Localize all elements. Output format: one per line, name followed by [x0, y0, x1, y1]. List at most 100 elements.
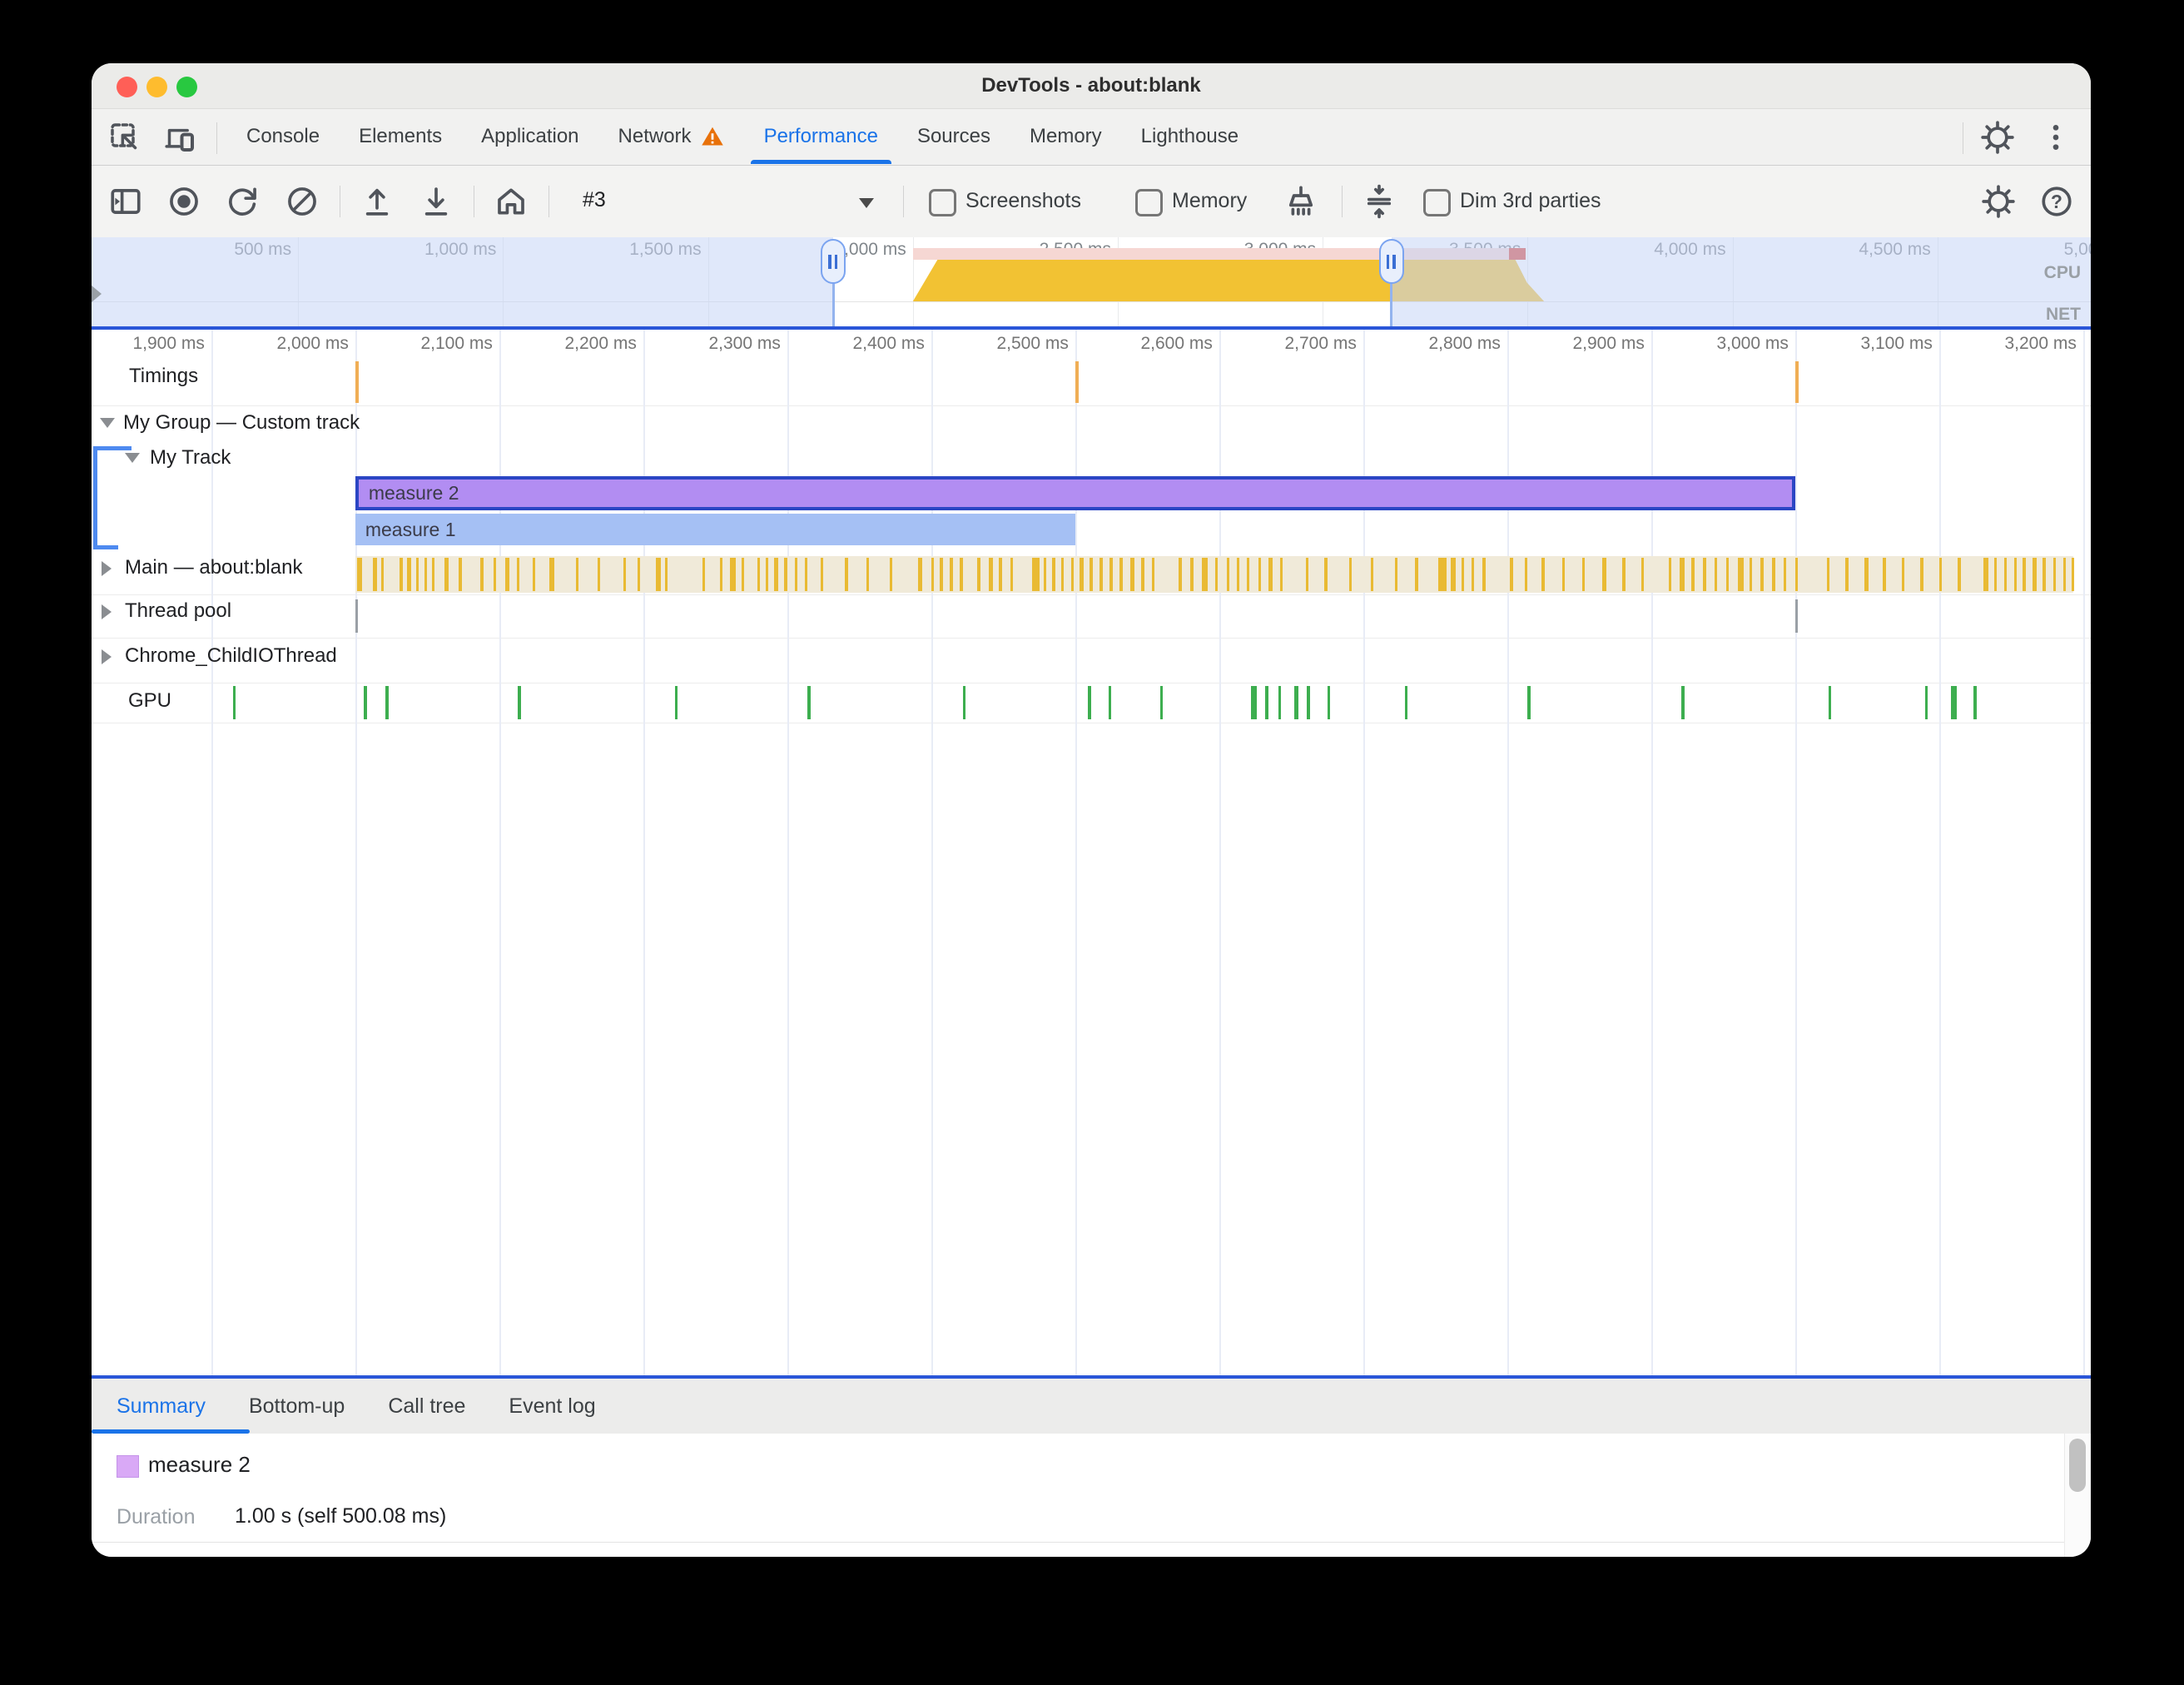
scrollbar[interactable]: [2064, 1434, 2091, 1557]
upload-profile-icon[interactable]: [358, 182, 396, 221]
collect-garbage-icon[interactable]: [1282, 182, 1320, 221]
main-activity-tick: [960, 558, 963, 591]
tab-application[interactable]: Application: [481, 109, 578, 164]
main-activity-tick: [1482, 558, 1486, 591]
main-activity-tick: [765, 558, 769, 591]
tab-sources[interactable]: Sources: [917, 109, 990, 164]
event-color-swatch: [117, 1455, 139, 1478]
main-activity-tick: [381, 558, 385, 591]
screenshots-label: Screenshots: [965, 189, 1081, 212]
timings-marker[interactable]: [355, 361, 359, 403]
zoom-window-button[interactable]: [176, 77, 197, 97]
expand-arrow-icon[interactable]: [102, 649, 112, 664]
main-activity-tick: [532, 558, 536, 591]
tab-console[interactable]: Console: [246, 109, 320, 164]
main-activity-tick: [1737, 558, 1744, 591]
history-select[interactable]: #3: [583, 188, 606, 211]
main-activity-tick: [1109, 558, 1113, 591]
scrollbar-thumb[interactable]: [2069, 1439, 2086, 1492]
gpu-activity-tick: [1405, 686, 1408, 719]
track-label-thread-pool[interactable]: Thread pool: [125, 599, 232, 622]
measure-bar-2[interactable]: measure 2: [355, 476, 1795, 510]
track-label-custom-group[interactable]: My Group — Custom track: [123, 411, 360, 434]
bottom-tab-event-log[interactable]: Event log: [509, 1394, 596, 1418]
main-activity-tick: [1983, 558, 1988, 591]
track-label-child-io[interactable]: Chrome_ChildIOThread: [125, 644, 337, 667]
tab-network[interactable]: Network: [618, 109, 725, 164]
expand-arrow-icon[interactable]: [102, 604, 112, 619]
main-activity-tick: [444, 558, 449, 591]
measure-bar-1[interactable]: measure 1: [355, 514, 1075, 545]
main-activity-tick: [1760, 558, 1764, 591]
expand-arrow-icon[interactable]: [102, 561, 112, 576]
detail-gridline: [931, 330, 933, 1375]
tab-label: Console: [246, 125, 320, 147]
capture-settings-gear-icon[interactable]: [1979, 182, 2018, 221]
tab-label: Network: [618, 125, 692, 147]
tab-elements[interactable]: Elements: [359, 109, 442, 164]
dim-3rd-parties-checkbox[interactable]: [1423, 189, 1451, 216]
help-icon[interactable]: ?: [2038, 182, 2076, 221]
gpu-activity-tick: [364, 686, 367, 719]
download-profile-icon[interactable]: [417, 182, 455, 221]
duration-label: Duration: [117, 1505, 196, 1528]
bottom-tab-summary[interactable]: Summary: [117, 1394, 206, 1418]
main-activity-tick: [1883, 558, 1886, 591]
detail-tick-label: 2,700 ms: [1284, 334, 1357, 353]
gpu-activity-tick: [518, 686, 521, 719]
collapse-arrow-icon[interactable]: [100, 418, 115, 428]
main-activity-tick: [623, 558, 627, 591]
gpu-activity-tick: [1265, 686, 1268, 719]
track-label-main[interactable]: Main — about:blank: [125, 556, 303, 579]
close-window-button[interactable]: [117, 77, 137, 97]
track-label-gpu[interactable]: GPU: [128, 689, 172, 712]
main-activity-tick: [1561, 558, 1566, 591]
gpu-activity-tick: [1293, 686, 1298, 719]
record-icon[interactable]: [165, 182, 203, 221]
bottom-tab-bottom-up[interactable]: Bottom-up: [248, 1394, 345, 1418]
screenshots-checkbox[interactable]: [929, 189, 956, 216]
toggle-sidebar-icon[interactable]: [107, 182, 145, 221]
main-activity-tick: [1826, 558, 1830, 591]
collapse-arrow-icon[interactable]: [125, 453, 140, 463]
tab-memory[interactable]: Memory: [1030, 109, 1102, 164]
detail-tick-label: 2,500 ms: [996, 334, 1069, 353]
flame-chart[interactable]: Timings My Group — Custom track My Track…: [92, 330, 2091, 1375]
tab-performance[interactable]: Performance: [750, 109, 892, 164]
gpu-activity-tick: [1973, 686, 1977, 719]
main-activity-tick: [1772, 558, 1775, 591]
row-separator: [92, 638, 2091, 639]
overview-gridline: [912, 237, 914, 326]
bottom-tab-call-tree[interactable]: Call tree: [388, 1394, 466, 1418]
clear-icon[interactable]: [283, 182, 321, 221]
main-activity-tick: [1179, 558, 1182, 591]
collapse-panel-icon[interactable]: [1360, 182, 1398, 221]
home-icon[interactable]: [492, 182, 530, 221]
overview-resize-handle-right[interactable]: [1378, 239, 1404, 284]
row-separator: [92, 405, 2091, 406]
main-activity-tick: [549, 558, 554, 591]
timings-marker[interactable]: [1075, 361, 1079, 403]
chevron-down-icon[interactable]: [859, 198, 874, 208]
detail-tick-label: 1,900 ms: [132, 334, 205, 353]
main-activity-tick: [1461, 558, 1464, 591]
settings-gear-icon[interactable]: [1978, 117, 2018, 157]
divider: [903, 186, 904, 217]
timings-marker[interactable]: [1794, 361, 1799, 403]
main-activity-tick: [1958, 558, 1961, 591]
main-activity-tick: [1031, 558, 1040, 591]
tab-lighthouse[interactable]: Lighthouse: [1141, 109, 1238, 164]
main-activity-tick: [1784, 558, 1787, 591]
device-toolbar-icon[interactable]: [160, 117, 200, 157]
detail-tick-label: 3,000 ms: [1716, 334, 1789, 353]
inspect-element-icon[interactable]: [105, 117, 145, 157]
main-activity-tick: [1602, 558, 1607, 591]
track-label-my-track[interactable]: My Track: [150, 446, 231, 469]
reload-record-icon[interactable]: [223, 182, 261, 221]
kebab-menu-icon[interactable]: [2036, 117, 2076, 157]
overview-resize-handle-left[interactable]: [821, 239, 846, 284]
minimize-window-button[interactable]: [146, 77, 167, 97]
memory-checkbox[interactable]: [1135, 189, 1163, 216]
timeline-overview[interactable]: CPU NET 500 ms1,000 ms1,500 ms2,000 ms2,…: [92, 237, 2091, 326]
main-activity-tick: [415, 558, 419, 591]
